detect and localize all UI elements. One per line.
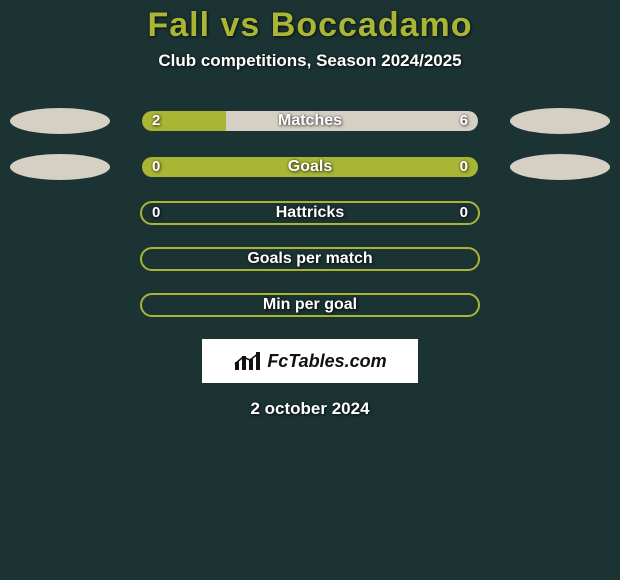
stat-left-value: 0: [152, 155, 160, 179]
left-player-marker: [10, 154, 110, 180]
subtitle: Club competitions, Season 2024/2025: [0, 51, 620, 71]
stat-bar: [140, 293, 480, 317]
stat-rows: 26Matches00Goals00HattricksGoals per mat…: [70, 109, 550, 317]
stat-bar: [140, 155, 480, 179]
stat-bar: [140, 109, 480, 133]
date-label: 2 october 2024: [0, 399, 620, 419]
bar-chart-icon: [233, 350, 261, 372]
stat-left-value: 2: [152, 109, 160, 133]
comparison-infographic: Fall vs Boccadamo Club competitions, Sea…: [0, 0, 620, 580]
stat-row: 00Goals: [70, 155, 550, 179]
stat-row: Min per goal: [70, 293, 550, 317]
stat-row: Goals per match: [70, 247, 550, 271]
stat-bar: [140, 201, 480, 225]
stat-row: 26Matches: [70, 109, 550, 133]
right-player-marker: [510, 108, 610, 134]
right-player-marker: [510, 154, 610, 180]
page-title: Fall vs Boccadamo: [0, 6, 620, 45]
logo-text: FcTables.com: [267, 351, 386, 372]
source-logo: FcTables.com: [202, 339, 418, 383]
stat-right-value: 0: [460, 201, 468, 225]
stat-right-value: 0: [460, 155, 468, 179]
left-player-marker: [10, 108, 110, 134]
stat-right-value: 6: [460, 109, 468, 133]
stat-bar-left-fill: [142, 157, 478, 177]
stat-bar-right-fill: [226, 111, 478, 131]
stat-bar: [140, 247, 480, 271]
stat-left-value: 0: [152, 201, 160, 225]
stat-row: 00Hattricks: [70, 201, 550, 225]
